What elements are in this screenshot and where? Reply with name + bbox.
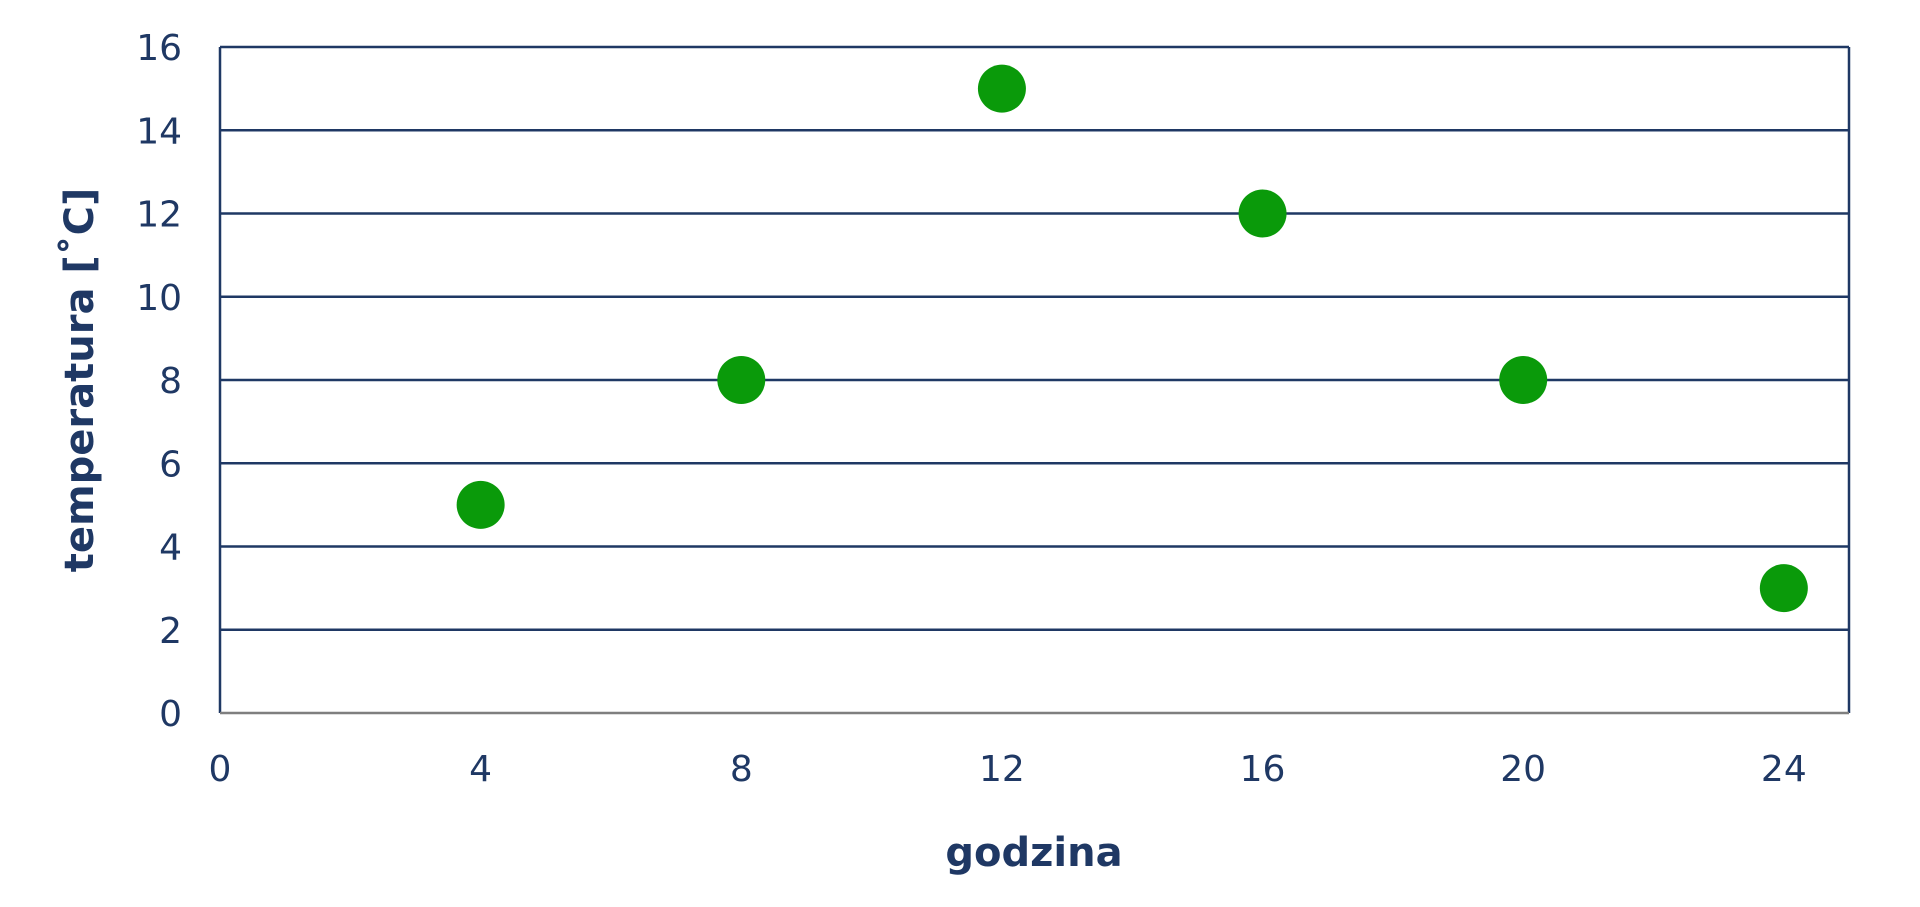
- y-tick-label-16: 16: [136, 28, 182, 69]
- y-tick-label-2: 2: [159, 611, 182, 652]
- data-point-8: [717, 356, 766, 404]
- y-tick-labels: 0 2 4 6 8 10 12 14 16: [136, 28, 182, 735]
- grid-lines: [220, 45, 1849, 631]
- data-point-20: [1499, 356, 1548, 404]
- y-tick-label-4: 4: [159, 528, 182, 569]
- data-points: [456, 64, 1808, 613]
- x-tick-labels: 0 4 8 12 16 20 24: [209, 749, 1807, 790]
- x-tick-label-20: 20: [1500, 749, 1546, 790]
- plot-frame: [218, 47, 1851, 715]
- x-tick-label-8: 8: [730, 749, 753, 790]
- y-tick-label-12: 12: [136, 195, 182, 236]
- data-point-16: [1238, 189, 1287, 238]
- y-axis-title: temperatura [˚C]: [56, 188, 103, 573]
- x-tick-label-24: 24: [1761, 749, 1807, 790]
- y-tick-label-6: 6: [159, 444, 182, 485]
- data-point-12: [977, 64, 1026, 113]
- x-axis-title: godzina: [945, 830, 1122, 876]
- y-tick-label-10: 10: [136, 278, 182, 319]
- x-tick-label-4: 4: [469, 749, 492, 790]
- y-tick-label-8: 8: [159, 361, 182, 402]
- y-tick-label-14: 14: [136, 111, 182, 152]
- data-point-4: [456, 480, 505, 529]
- data-point-24: [1759, 564, 1808, 613]
- x-tick-label-0: 0: [209, 749, 232, 790]
- x-tick-label-12: 12: [979, 749, 1025, 790]
- x-tick-label-16: 16: [1240, 749, 1286, 790]
- y-tick-label-0: 0: [159, 694, 182, 735]
